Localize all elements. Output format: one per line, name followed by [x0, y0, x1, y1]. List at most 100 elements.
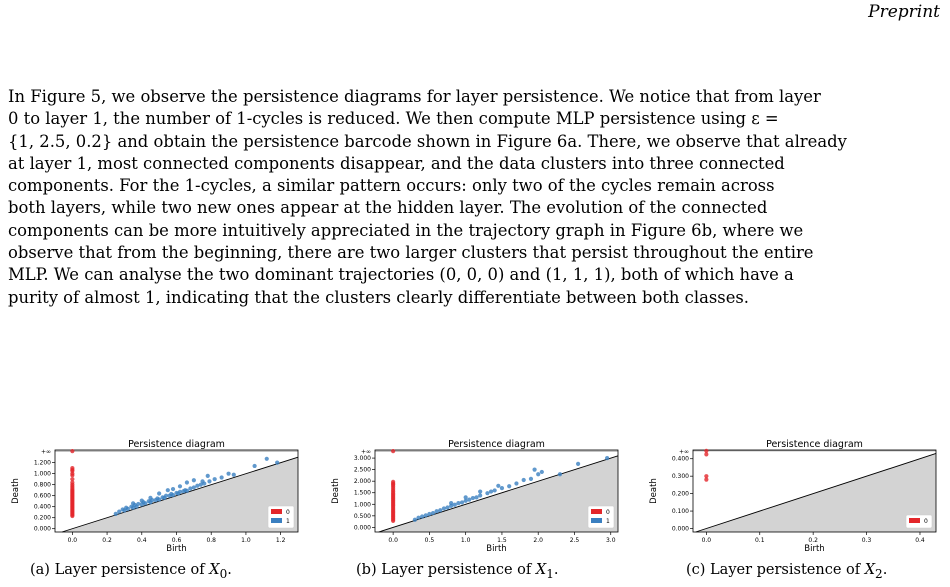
data-point [557, 472, 563, 477]
paragraph-line: both layers, while two new ones appear a… [8, 198, 768, 218]
data-point [463, 495, 468, 500]
data-point [70, 477, 75, 482]
caption-c: (c) Layer persistence of X2. [686, 562, 888, 581]
data-point [496, 483, 501, 488]
legend-swatch [271, 518, 282, 523]
y-tick-label: 1.500 [354, 490, 371, 497]
paragraph-line: purity of almost 1, indicating that the … [8, 287, 750, 307]
legend-label: 0 [924, 518, 928, 525]
x-tick-label: 0.6 [172, 537, 182, 544]
caption-b: (b) Layer persistence of X1. [356, 562, 559, 581]
data-point [485, 491, 490, 496]
caption-c-sub: 2 [875, 566, 883, 581]
data-point [198, 482, 203, 487]
legend-label: 1 [286, 518, 290, 525]
data-point [456, 501, 461, 506]
x-tick-label: 2.0 [533, 537, 543, 544]
data-point [184, 488, 190, 493]
caption-a-symbol: X [209, 562, 220, 578]
x-tick-label: 0.2 [808, 537, 818, 544]
paragraph-line: MLP. We can analyse the two dominant tra… [8, 265, 794, 285]
data-point [488, 489, 494, 494]
data-point [184, 480, 190, 485]
y-tick-label: 1.200 [34, 460, 51, 467]
x-tick-label: 0.0 [68, 537, 78, 544]
data-point [528, 476, 534, 481]
data-point [219, 475, 224, 480]
chart-title: Persistence diagram [766, 439, 863, 450]
data-point [170, 486, 176, 492]
data-point [207, 479, 212, 484]
data-point [139, 498, 144, 503]
paragraph-line: {1, 2.5, 0.2} and obtain the persistence… [8, 131, 847, 151]
x-axis-label: Birth [166, 544, 186, 554]
data-point [205, 473, 210, 478]
data-point [478, 493, 483, 498]
y-tick-label: 0.100 [672, 508, 689, 515]
data-point [231, 472, 236, 477]
caption-c-text: (c) Layer persistence of [686, 562, 865, 578]
x-tick-label: 0.3 [862, 537, 872, 544]
data-point [416, 515, 421, 520]
plot-frame [692, 449, 937, 533]
data-point [467, 497, 472, 502]
data-point [478, 489, 483, 494]
y-axis-label: Death [649, 478, 659, 504]
figure-b: +∞ Persistence diagram 0.0 0.5 1.0 1.5 2.0 2.5 3… [330, 439, 630, 565]
data-point [191, 478, 196, 483]
caption-c-symbol: X [864, 562, 876, 578]
y-tick-label: 0.400 [672, 456, 689, 463]
y-tick-label: 0.600 [34, 493, 51, 500]
y-axis-label: Death [11, 478, 21, 504]
x-tick-label: 0.5 [425, 537, 435, 544]
x-tick-label: 0.4 [137, 537, 147, 544]
x-tick-label: 0.0 [388, 537, 398, 544]
data-point [470, 495, 476, 501]
data-point [441, 506, 447, 511]
data-point [438, 508, 443, 513]
data-point [420, 514, 425, 519]
data-point [474, 495, 479, 500]
paragraph-line: components. For the 1-cycles, a similar … [8, 176, 775, 196]
body-paragraph: In Figure 5, we observe the persistence … [8, 86, 942, 309]
caption-b-sub: 1 [546, 566, 554, 581]
data-point [264, 456, 269, 461]
diagonal-line [695, 453, 937, 533]
data-point [165, 488, 170, 493]
x-tick-label: 0.2 [102, 537, 112, 544]
data-point [459, 500, 465, 505]
data-point [148, 495, 153, 500]
data-point [252, 463, 257, 469]
data-point [170, 493, 176, 498]
infinity-tick-label: +∞ [41, 449, 51, 456]
y-tick-label: 0.200 [34, 515, 51, 522]
data-point [163, 493, 169, 498]
figure-c: +∞ Persistence diagram 0.0 0.1 0.2 0.3 0.4 0.00… [648, 439, 948, 565]
data-point [507, 484, 512, 489]
data-point [177, 489, 183, 494]
data-point [576, 461, 581, 466]
x-tick-label: 0.4 [915, 537, 925, 544]
data-point [704, 448, 709, 453]
data-point [70, 513, 75, 519]
x-tick-label: 0.1 [755, 537, 765, 544]
data-point [117, 509, 122, 514]
figure-a: +∞ Persistence diagram 0.0 0.2 0.4 0.6 0.8 1.0 1… [10, 439, 310, 565]
data-point [275, 460, 280, 465]
data-point [157, 491, 162, 496]
data-point [125, 506, 130, 511]
data-point [188, 486, 193, 491]
data-point [195, 483, 200, 488]
data-point [427, 511, 432, 517]
y-tick-label: 0.000 [34, 526, 51, 533]
y-tick-label: 0.800 [34, 482, 51, 489]
legend-swatch [591, 509, 602, 514]
y-tick-label: 3.000 [354, 455, 371, 462]
legend-swatch [591, 518, 602, 523]
y-tick-label: 1.000 [354, 501, 371, 508]
data-point [412, 517, 417, 522]
chart-title: Persistence diagram [448, 439, 545, 450]
running-header: Preprint [868, 2, 940, 22]
y-tick-label: 2.000 [354, 478, 371, 485]
data-point [539, 469, 544, 475]
